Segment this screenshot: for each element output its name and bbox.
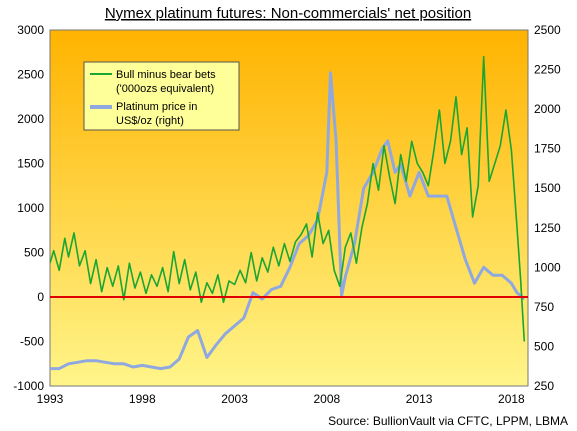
source-note: Source: BullionVault via CFTC, LPPM, LBM… [328,414,568,428]
left-tick-label: -1000 [13,379,44,393]
left-tick-label: 2500 [17,68,44,82]
right-tick-label: 1250 [534,221,561,235]
chart-title: Nymex platinum futures: Non-commercials'… [105,5,471,22]
left-tick-label: 0 [37,290,44,304]
right-tick-label: 2500 [534,23,561,37]
left-tick-label: 3000 [17,23,44,37]
x-tick-label: 2003 [221,392,248,406]
platinum-price-line [50,71,526,371]
x-tick-label: 1998 [129,392,156,406]
x-tick-label: 2018 [498,392,525,406]
x-tick-label: 2013 [406,392,433,406]
right-tick-label: 250 [534,379,554,393]
x-axis: 1993 1998 2003 2008 2013 2018 [37,392,525,406]
right-tick-label: 2000 [534,102,561,116]
x-tick-label: 1993 [37,392,64,406]
legend-label-bull-bear-1: Bull minus bear bets [116,69,216,81]
legend-box [83,61,240,131]
right-tick-label: 1500 [534,181,561,195]
legend-label-platinum-2: US$/oz (right) [116,115,184,127]
left-tick-label: -500 [20,335,44,349]
right-tick-label: 750 [534,300,554,314]
bull-bear-line [50,55,526,342]
series-layer [50,55,526,371]
right-tick-label: 500 [534,339,554,353]
left-tick-label: 1000 [17,201,44,215]
legend-label-platinum-1: Platinum price in [116,101,197,113]
legend: Bull minus bear bets ('000ozs equivalent… [83,61,240,131]
legend-label-bull-bear-2: ('000ozs equivalent) [116,83,214,95]
right-tick-label: 1000 [534,260,561,274]
x-tick-label: 2008 [313,392,340,406]
right-tick-label: 2250 [534,63,561,77]
left-tick-label: 2000 [17,112,44,126]
left-axis: -1000 -500 0 500 1000 1500 2000 2500 3000 [13,23,44,393]
left-tick-label: 1500 [17,157,44,171]
right-tick-label: 1750 [534,142,561,156]
left-tick-label: 500 [24,246,44,260]
right-axis: 250 500 750 1000 1250 1500 1750 2000 2250 2500 [534,23,561,393]
